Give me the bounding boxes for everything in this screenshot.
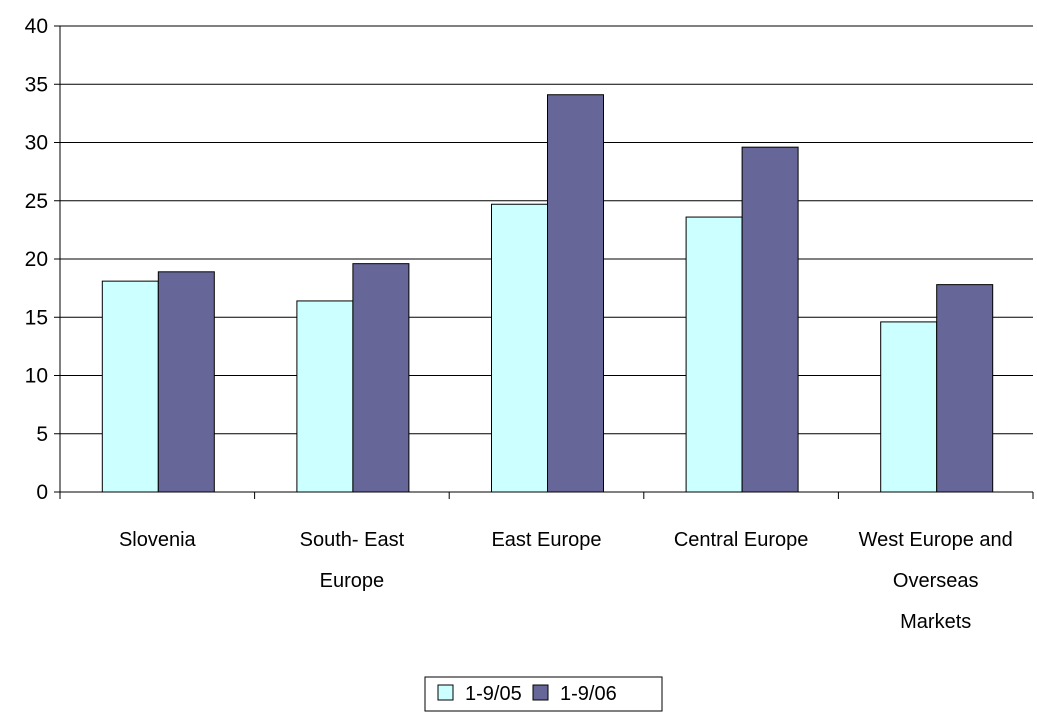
bar-series1: [491, 203, 548, 493]
legend: 1-9/05 1-9/06: [424, 676, 663, 712]
bar-series1: [296, 300, 354, 493]
bar-series2: [352, 263, 410, 493]
x-category-label: Europe: [320, 570, 385, 592]
bar-series2: [741, 146, 799, 493]
x-category-label: South- East: [300, 529, 405, 551]
y-tick-label: 10: [25, 365, 48, 388]
y-tick-label: 30: [25, 132, 48, 155]
y-axis: 0 5 10 15 20 25 30 35 40: [25, 15, 61, 504]
bar-series2: [547, 94, 604, 493]
y-tick-label: 40: [25, 15, 48, 38]
bar-series1: [880, 321, 938, 493]
y-tick-label: 35: [25, 73, 48, 96]
x-category-label: West Europe and: [859, 529, 1013, 551]
x-category-label: Overseas: [893, 570, 979, 592]
legend-swatch: [532, 684, 549, 701]
x-category-label: Slovenia: [119, 529, 197, 551]
category-labels: Slovenia South- East Europe East Europe Cent…: [119, 529, 1013, 633]
y-tick-label: 20: [25, 248, 48, 271]
y-tick-label: 5: [36, 423, 48, 446]
bar-series1: [685, 216, 743, 493]
y-tick-label: 15: [25, 306, 48, 329]
bars: [101, 94, 994, 493]
legend-label: 1-9/05: [465, 683, 522, 705]
bar-series2: [157, 271, 215, 493]
y-tick-label: 25: [25, 190, 48, 213]
y-tick-label: 0: [36, 481, 48, 504]
x-axis: [59, 491, 1034, 499]
bar-series1: [101, 280, 159, 493]
x-category-label: East Europe: [491, 529, 601, 551]
bar-series2: [936, 284, 994, 493]
x-category-label: Markets: [900, 611, 971, 633]
legend-swatch: [437, 684, 454, 701]
x-category-label: Central Europe: [674, 529, 809, 551]
legend-label: 1-9/06: [560, 683, 617, 705]
